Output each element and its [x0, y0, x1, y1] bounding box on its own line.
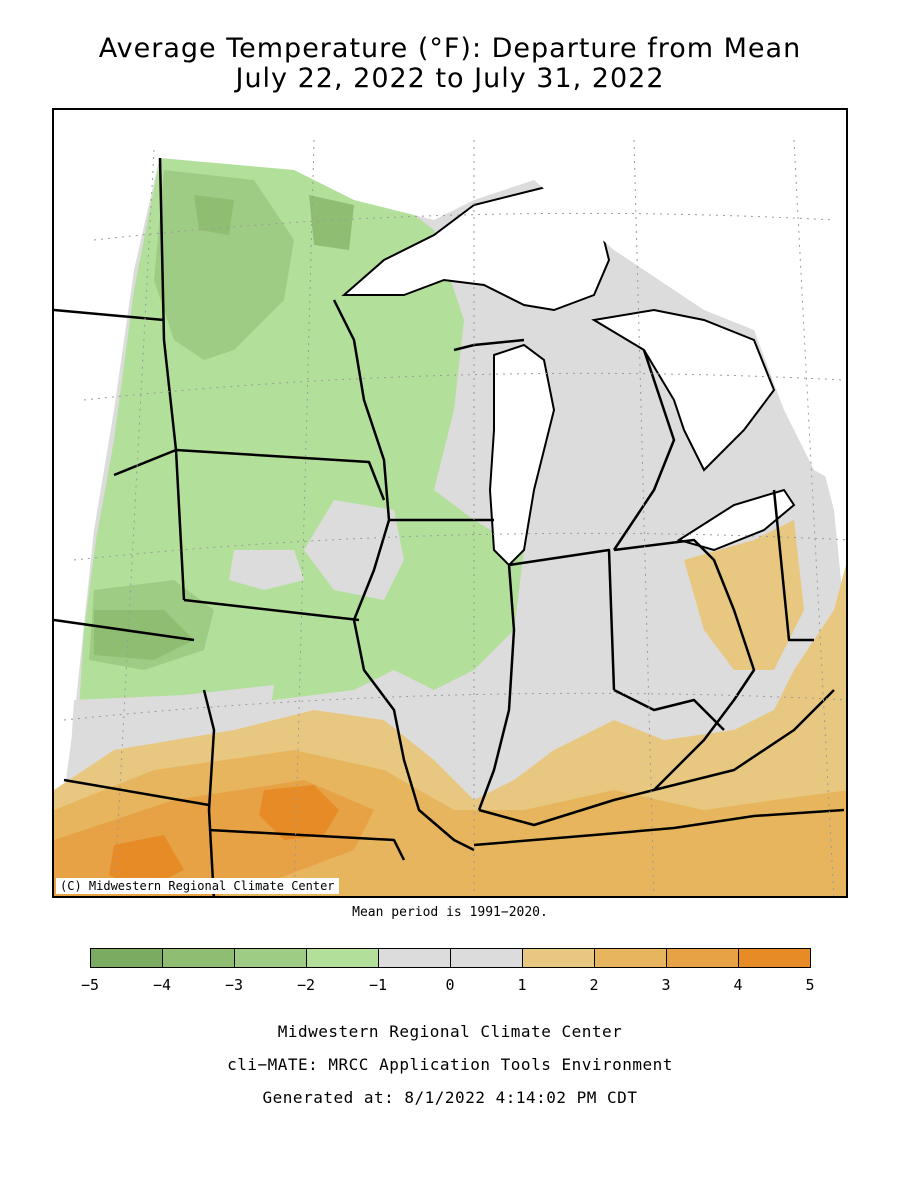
cool-region-minus2-3 — [154, 170, 294, 360]
legend-swatch — [594, 948, 667, 968]
legend-swatch — [666, 948, 739, 968]
lake-huron — [591, 308, 776, 472]
legend-tick-label: 2 — [589, 976, 599, 994]
copyright-label: (C) Midwestern Regional Climate Center — [56, 878, 339, 894]
map-title: Average Temperature (°F): Departure from… — [98, 33, 802, 64]
lake-erie — [676, 488, 796, 552]
map-panel: (C) Midwestern Regional Climate Center — [52, 108, 848, 898]
legend-tick-label: 5 — [805, 976, 815, 994]
state-boundaries — [54, 157, 845, 896]
footer-organization: Midwestern Regional Climate Center — [277, 1022, 623, 1041]
cool-region-minus3-4 — [94, 610, 194, 660]
cool-region-minus3-4 — [309, 195, 354, 250]
legend-swatch — [234, 948, 307, 968]
canada-land-north — [160, 110, 846, 488]
lake-michigan — [488, 343, 556, 567]
legend-swatch — [450, 948, 523, 968]
color-legend — [90, 948, 811, 970]
warm-region-4-5 — [259, 785, 339, 840]
legend-tick-label: 0 — [445, 976, 455, 994]
cool-region-minus3-4 — [194, 195, 234, 235]
legend-swatch — [738, 948, 811, 968]
legend-tick-label: −4 — [152, 976, 172, 994]
legend-swatch — [162, 948, 235, 968]
warm-region-1-2 — [684, 520, 804, 670]
legend-tick-label: −1 — [368, 976, 388, 994]
legend-swatch — [306, 948, 379, 968]
graticule — [63, 139, 846, 896]
lake-superior — [341, 178, 611, 312]
legend-tick-label: −2 — [296, 976, 316, 994]
legend-tick-label: 4 — [733, 976, 743, 994]
legend-tick-label: 3 — [661, 976, 671, 994]
legend-swatch — [522, 948, 595, 968]
footer-tool: cli−MATE: MRCC Application Tools Environ… — [227, 1055, 673, 1074]
normal-region — [304, 500, 404, 600]
map-date-range: July 22, 2022 to July 31, 2022 — [235, 63, 665, 94]
legend-swatch — [90, 948, 163, 968]
legend-tick-label: 1 — [517, 976, 527, 994]
normal-region — [229, 550, 304, 590]
legend-tick-label: −5 — [80, 976, 100, 994]
legend-swatch — [378, 948, 451, 968]
warm-region-4-5 — [109, 835, 184, 890]
mean-period-note: Mean period is 1991−2020. — [352, 905, 548, 920]
legend-tick-label: −3 — [224, 976, 244, 994]
temperature-departure-map — [54, 110, 846, 896]
footer-generated: Generated at: 8/1/2022 4:14:02 PM CDT — [262, 1088, 638, 1107]
